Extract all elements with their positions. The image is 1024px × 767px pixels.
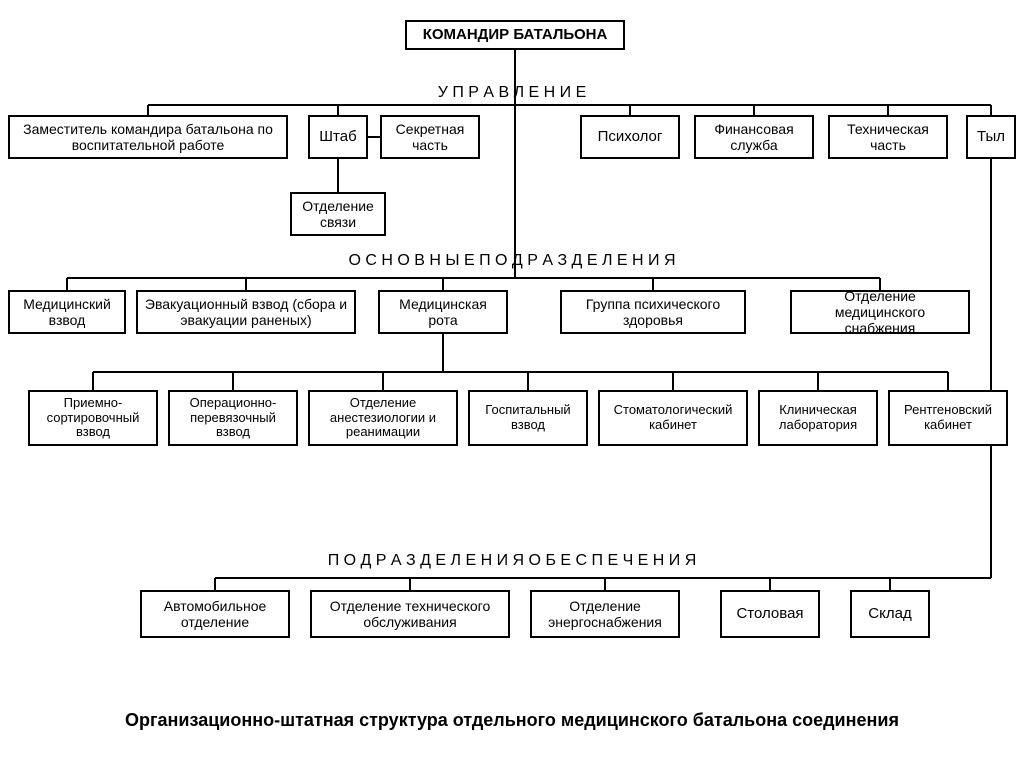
node-rear: Тыл [966, 115, 1016, 159]
node-med-rota: Медицинская рота [378, 290, 508, 334]
node-clinlab: Клиническая лаборатория [758, 390, 878, 446]
node-maint: Отделение технического обслуживания [310, 590, 510, 638]
node-power: Отделение энергоснабжения [530, 590, 680, 638]
node-dental: Стоматологический кабинет [598, 390, 748, 446]
node-med-vzvod: Медицинский взвод [8, 290, 126, 334]
node-auto: Автомобильное отделение [140, 590, 290, 638]
node-warehouse: Склад [850, 590, 930, 638]
node-finance: Финансовая служба [694, 115, 814, 159]
node-comms: Отделение связи [290, 192, 386, 236]
node-med-supply: Отделение медицинского снабжения [790, 290, 970, 334]
node-psych: Психолог [580, 115, 680, 159]
node-surgery: Операционно-перевязочный взвод [168, 390, 298, 446]
node-psych-group: Группа психического здоровья [560, 290, 746, 334]
node-hospital: Госпитальный взвод [468, 390, 588, 446]
node-anest: Отделение анестезиологии и реанимации [308, 390, 458, 446]
node-evac: Эвакуационный взвод (сбора и эвакуации р… [136, 290, 356, 334]
figure-caption: Организационно-штатная структура отдельн… [0, 710, 1024, 731]
label-management: У П Р А В Л Е Н И Е [0, 84, 1024, 102]
node-commander: КОМАНДИР БАТАЛЬОНА [405, 20, 625, 50]
node-deputy: Заместитель командира батальона по воспи… [8, 115, 288, 159]
node-canteen: Столовая [720, 590, 820, 638]
label-support-units: П О Д Р А З Д Е Л Е Н И Я О Б Е С П Е Ч … [0, 552, 1024, 570]
node-hq: Штаб [308, 115, 368, 159]
node-triage: Приемно-сортировочный взвод [28, 390, 158, 446]
node-secret: Секретная часть [380, 115, 480, 159]
node-xray: Рентгеновский кабинет [888, 390, 1008, 446]
node-tech: Техническая часть [828, 115, 948, 159]
label-main-units: О С Н О В Н Ы Е П О Д Р А З Д Е Л Е Н И … [0, 252, 1024, 270]
